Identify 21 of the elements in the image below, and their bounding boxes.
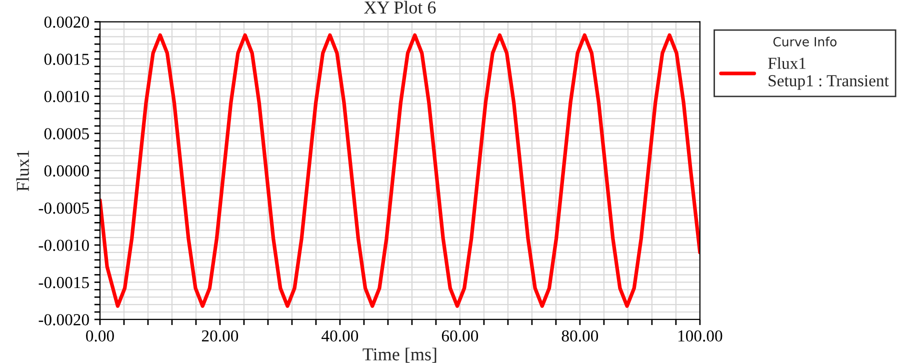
y-tick-label: 0.0020: [44, 16, 89, 28]
y-tick-label: 0.0015: [44, 54, 89, 66]
y-tick-label: -0.0020: [38, 314, 89, 326]
x-tick-label: 20.00: [202, 330, 238, 342]
legend-label: Flux1 Setup1 : Transient: [768, 57, 889, 90]
y-tick-label: 0.0005: [44, 128, 89, 140]
x-tick-label: 100.00: [678, 330, 722, 342]
y-tick-label: 0.0000: [44, 165, 89, 177]
y-tick-label: 0.0010: [44, 90, 89, 102]
x-axis-title: Time [ms]: [362, 348, 436, 363]
x-tick-label: 60.00: [442, 330, 478, 342]
x-tick-label: 0.00: [86, 330, 114, 342]
y-tick-label: -0.0005: [38, 202, 89, 214]
line-series: [100, 33, 700, 308]
chart-title: XY Plot 6: [364, 0, 436, 14]
x-tick-label: 80.00: [562, 330, 598, 342]
y-tick-label: -0.0010: [38, 240, 89, 252]
x-tick-label: 40.00: [322, 330, 358, 342]
y-axis-title: Flux1: [16, 150, 29, 192]
y-tick-label: -0.0015: [38, 276, 89, 288]
legend-title: Curve Info: [773, 36, 836, 46]
